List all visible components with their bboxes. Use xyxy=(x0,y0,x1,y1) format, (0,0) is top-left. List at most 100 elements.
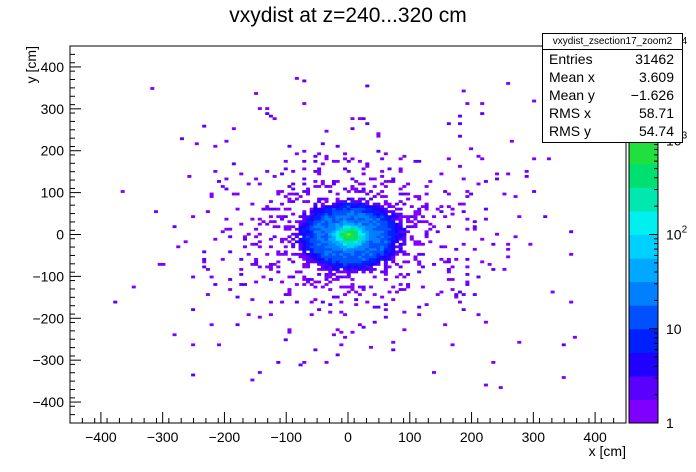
histogram-bin xyxy=(383,195,388,198)
histogram-bin xyxy=(257,315,262,319)
histogram-bin xyxy=(335,278,340,281)
histogram-bin xyxy=(469,192,474,196)
histogram-bin xyxy=(424,205,429,208)
histogram-bin xyxy=(202,124,207,128)
histogram-bin xyxy=(509,139,514,143)
histogram-bin xyxy=(376,255,381,259)
histogram-bin xyxy=(346,212,351,216)
histogram-bin xyxy=(372,275,377,279)
histogram-bin xyxy=(387,180,392,183)
histogram-bin xyxy=(398,235,403,239)
histogram-bin xyxy=(446,278,451,281)
histogram-bin xyxy=(402,202,407,206)
histogram-bin xyxy=(265,222,270,226)
histogram-bin xyxy=(268,220,273,224)
histogram-bin xyxy=(420,252,425,256)
histogram-bin xyxy=(346,227,351,231)
histogram-bin xyxy=(346,255,351,259)
histogram-bin xyxy=(220,230,225,234)
histogram-bin xyxy=(443,215,448,219)
histogram-bin xyxy=(398,288,403,291)
histogram-bin xyxy=(369,212,374,216)
histogram-bin xyxy=(406,283,411,286)
x-axis: −400 −300 −200 −100 0 100 200 300 400 xyxy=(69,412,627,445)
histogram-bin xyxy=(331,210,336,214)
histogram-bin xyxy=(317,225,322,229)
histogram-bin xyxy=(439,290,444,294)
histogram-bin xyxy=(343,293,348,296)
histogram-bin xyxy=(339,207,344,211)
histogram-bin xyxy=(428,227,433,231)
y-tick-label: −400 xyxy=(32,394,64,410)
histogram-bin xyxy=(339,275,344,279)
histogram-bin xyxy=(361,250,366,254)
histogram-bin xyxy=(506,242,511,246)
histogram-bin xyxy=(272,225,277,229)
histogram-bin xyxy=(346,252,351,256)
histogram-bin xyxy=(398,222,403,226)
histogram-bin xyxy=(394,275,399,279)
histogram-bin xyxy=(317,280,322,284)
histogram-bin xyxy=(228,227,233,231)
histogram-bin xyxy=(346,190,351,193)
histogram-bin xyxy=(172,333,177,337)
histogram-bin xyxy=(380,245,385,249)
histogram-bin xyxy=(309,230,314,234)
histogram-bin xyxy=(343,222,348,226)
histogram-bin xyxy=(361,247,366,251)
histogram-bin xyxy=(298,252,303,256)
histogram-bin xyxy=(287,207,292,211)
histogram-bin xyxy=(287,257,292,261)
histogram-bin xyxy=(331,250,336,254)
histogram-bin xyxy=(369,268,374,271)
histogram-bin xyxy=(365,257,370,261)
histogram-bin xyxy=(343,202,348,206)
histogram-bin xyxy=(335,222,340,226)
histogram-bin xyxy=(343,217,348,221)
histogram-bin xyxy=(224,187,229,191)
histogram-bin xyxy=(394,245,399,249)
histogram-bin xyxy=(287,197,292,201)
histogram-bin xyxy=(302,242,307,246)
histogram-bin xyxy=(268,268,273,271)
histogram-bin xyxy=(335,227,340,231)
histogram-bin xyxy=(435,230,440,234)
histogram-bin xyxy=(439,257,444,261)
histogram-bin xyxy=(380,215,385,219)
histogram-bin xyxy=(361,217,366,221)
histogram-bin xyxy=(357,323,362,327)
color-scale-step xyxy=(629,352,658,377)
histogram-bin xyxy=(302,275,307,279)
histogram-bin xyxy=(372,215,377,219)
histogram-bin xyxy=(372,260,377,264)
histogram-bin xyxy=(550,290,555,294)
histogram-bin xyxy=(217,343,222,347)
histogram-bin xyxy=(320,162,325,166)
histogram-bin xyxy=(309,212,314,216)
histogram-bin xyxy=(450,265,455,269)
histogram-bin xyxy=(276,225,281,229)
histogram-bin xyxy=(309,278,314,281)
histogram-bin xyxy=(305,262,310,266)
histogram-bin xyxy=(372,220,377,224)
histogram-bin xyxy=(483,180,488,183)
histogram-bin xyxy=(376,305,381,309)
histogram-bin xyxy=(354,210,359,214)
histogram-bin xyxy=(317,257,322,261)
histogram-bin xyxy=(446,157,451,161)
histogram-bin xyxy=(376,220,381,224)
histogram-bin xyxy=(354,247,359,251)
histogram-bin xyxy=(324,262,329,266)
color-scale-step xyxy=(629,399,658,424)
histogram-bin xyxy=(331,207,336,211)
histogram-bin xyxy=(517,215,522,219)
histogram-bin xyxy=(313,202,318,206)
histogram-bin xyxy=(383,232,388,236)
histogram-bin xyxy=(424,235,429,239)
histogram-bin xyxy=(350,185,355,188)
histogram-bin xyxy=(398,217,403,221)
histogram-bin xyxy=(417,305,422,309)
histogram-bin xyxy=(369,237,374,241)
stats-row-mean-y: Mean y −1.626 xyxy=(543,86,682,104)
histogram-bin xyxy=(350,232,355,236)
